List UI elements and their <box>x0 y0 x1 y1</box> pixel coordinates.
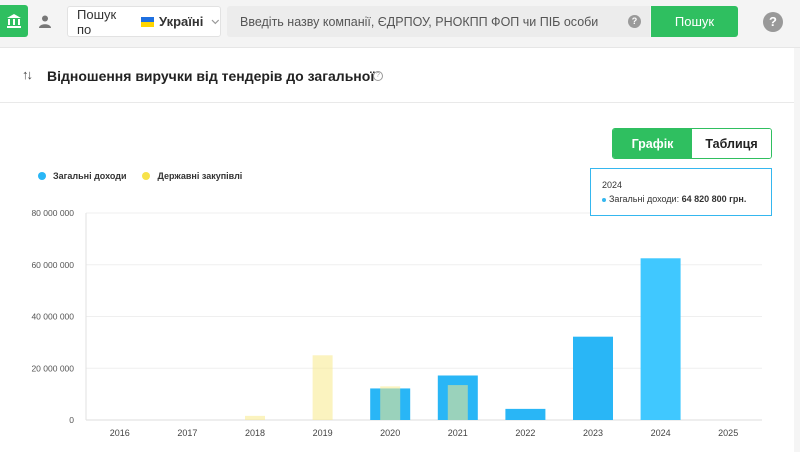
tooltip-row: Загальні доходи: 64 820 800 грн. <box>602 194 771 204</box>
search-button[interactable]: Пошук <box>651 6 738 37</box>
bar-income <box>505 408 546 420</box>
y-tick-label: 40 000 000 <box>31 312 74 322</box>
search-input[interactable] <box>227 6 650 37</box>
search-box: ? <box>227 6 650 37</box>
legend-dot-procurement <box>142 172 151 180</box>
legend-item-income[interactable]: Загальні доходи <box>38 171 126 181</box>
x-tick-label: 2023 <box>583 428 603 438</box>
bar-procurement <box>245 415 265 420</box>
tooltip-dot <box>602 197 606 202</box>
bar-procurement <box>312 355 333 420</box>
bar-procurement <box>447 385 468 420</box>
y-tick-label: 20 000 000 <box>31 363 74 373</box>
y-tick-label: 0 <box>69 415 74 425</box>
user-button[interactable] <box>34 9 56 33</box>
scrollbar[interactable] <box>794 48 800 452</box>
chart-tooltip: 2024 Загальні доходи: 64 820 800 грн. <box>590 168 772 216</box>
bar-chart: 0 20 000 000 40 000 000 60 000 000 80 000 00… <box>31 208 762 438</box>
title-help-icon[interactable]: ? <box>373 71 383 81</box>
tooltip-series: Загальні доходи: <box>609 194 680 204</box>
x-tick-label: 2024 <box>651 428 671 438</box>
legend-label-procurement: Державні закупівлі <box>157 171 243 181</box>
table-view-button[interactable]: Таблиця <box>692 129 771 158</box>
y-tick-label: 80 000 000 <box>31 208 74 218</box>
x-tick-label: 2021 <box>448 428 468 438</box>
legend-label-income: Загальні доходи <box>53 171 127 181</box>
bar-procurement <box>380 386 401 420</box>
bar-income <box>573 336 613 420</box>
x-tick-label: 2017 <box>177 428 197 438</box>
x-tick-label: 2025 <box>718 428 738 438</box>
x-tick-label: 2018 <box>245 428 265 438</box>
top-bar: Пошук по Україні ? Пошук ? <box>0 0 800 48</box>
x-tick-label: 2022 <box>515 428 535 438</box>
country-select[interactable]: Пошук по Україні <box>67 6 221 37</box>
chevron-down-icon <box>211 19 220 24</box>
home-button[interactable] <box>0 5 28 37</box>
ukraine-flag-icon <box>140 16 154 27</box>
y-tick-label: 60 000 000 <box>31 260 74 270</box>
tooltip-year: 2024 <box>602 180 623 190</box>
tooltip-value: 64 820 800 грн. <box>681 194 747 204</box>
bar-income <box>640 258 681 420</box>
chart-legend: Загальні доходи Державні закупівлі <box>38 171 258 181</box>
sort-icon: ↑↓ <box>22 67 33 82</box>
x-tick-label: 2020 <box>380 428 400 438</box>
x-tick-label: 2016 <box>110 428 130 438</box>
search-by-label: Пошук по <box>77 6 117 37</box>
x-tick-label: 2019 <box>313 428 333 438</box>
chart-view-button[interactable]: Графік <box>613 129 692 158</box>
section-title: Відношення виручки від тендерів до загал… <box>47 68 375 84</box>
bank-icon <box>7 14 21 28</box>
search-help-icon[interactable]: ? <box>628 15 641 28</box>
country-value: Україні <box>159 14 204 29</box>
view-toggle: Графік Таблиця <box>612 128 772 159</box>
legend-dot-income <box>38 172 46 180</box>
user-icon <box>39 15 51 28</box>
section-header: ↑↓ Відношення виручки від тендерів до за… <box>0 48 800 103</box>
help-icon[interactable]: ? <box>763 12 783 32</box>
legend-item-procurement[interactable]: Державні закупівлі <box>142 171 242 181</box>
